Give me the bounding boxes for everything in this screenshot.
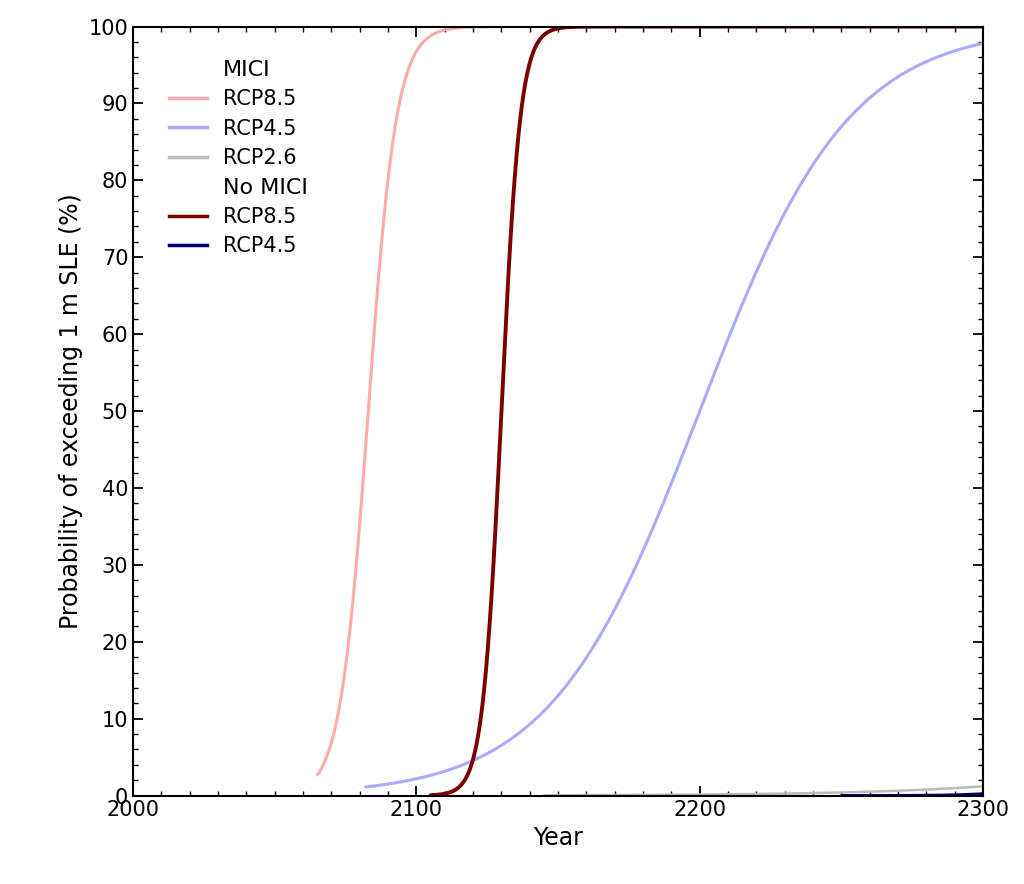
Y-axis label: Probability of exceeding 1 m SLE (%): Probability of exceeding 1 m SLE (%): [59, 194, 83, 629]
Legend: MICI, RCP8.5, RCP4.5, RCP2.6, No MICI, RCP8.5, RCP4.5: MICI, RCP8.5, RCP4.5, RCP2.6, No MICI, R…: [169, 60, 308, 256]
X-axis label: Year: Year: [534, 826, 583, 850]
